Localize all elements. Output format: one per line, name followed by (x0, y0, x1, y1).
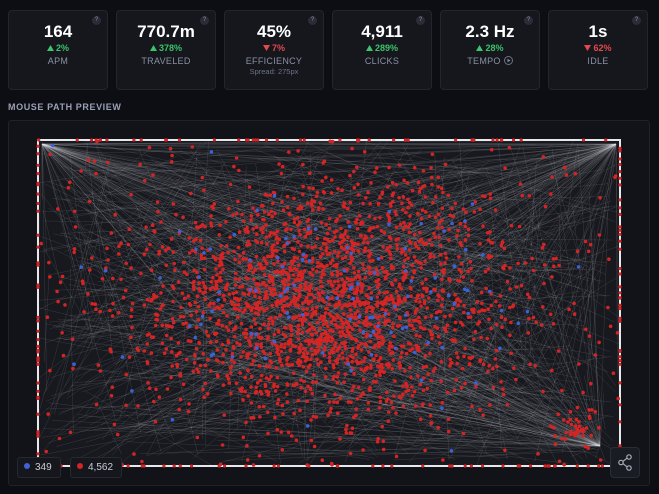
stat-delta: 7% (225, 42, 323, 54)
help-icon[interactable]: ? (632, 16, 641, 25)
stat-delta: 378% (117, 42, 215, 54)
legend-count: 4,562 (88, 462, 114, 473)
stat-sublabel: Spread: 275px (249, 67, 299, 76)
help-icon[interactable]: ? (524, 16, 533, 25)
help-icon[interactable]: ? (416, 16, 425, 25)
section-title: MOUSE PATH PREVIEW (8, 102, 122, 112)
delta-text: 62% (593, 43, 612, 53)
delta-text: 2% (55, 43, 69, 53)
delta-text: 378% (158, 43, 183, 53)
stat-card: ? 164 2% APM (8, 10, 108, 90)
trend-arrow (262, 45, 270, 51)
stat-label: IDLE (549, 55, 647, 67)
stat-value: 770.7m (137, 22, 195, 41)
stat-delta: 62% (549, 42, 647, 54)
stat-value: 2.3 Hz (465, 22, 515, 41)
stat-delta: 28% (441, 42, 539, 54)
play-button[interactable] (503, 56, 513, 65)
legend-chip[interactable]: 349 (17, 457, 61, 478)
stat-card: ? 2.3 Hz 28% TEMPO (440, 10, 540, 90)
label-text: APM (47, 56, 69, 66)
click-cluster-red (549, 408, 601, 450)
share-icon (618, 454, 632, 471)
label-text: CLICKS (364, 56, 400, 66)
trend-arrow (149, 45, 157, 51)
stat-label: CLICKS (333, 55, 431, 67)
legend-dot (24, 463, 30, 469)
stat-delta: 289% (333, 42, 431, 54)
label-text: EFFICIENCY (245, 56, 303, 66)
trend-arrow (584, 45, 592, 51)
legend-chip[interactable]: 4,562 (70, 457, 123, 478)
stat-label: TRAVELED (117, 55, 215, 67)
trend-arrow (365, 45, 373, 51)
stat-card: ? 770.7m 378% TRAVELED (116, 10, 216, 90)
help-icon[interactable]: ? (92, 16, 101, 25)
share-button[interactable] (610, 447, 640, 478)
stat-card: ? 45% 7% EFFICIENCY Spread: 275px (224, 10, 324, 90)
help-icon[interactable]: ? (308, 16, 317, 25)
play-icon (507, 58, 511, 63)
stat-value: 164 (43, 22, 73, 41)
stat-label: APM (9, 55, 107, 67)
legend-dot (77, 463, 83, 469)
help-icon[interactable]: ? (200, 16, 209, 25)
delta-text: 289% (374, 43, 399, 53)
trend-arrow (476, 45, 484, 51)
click-dots-red (36, 138, 622, 468)
trend-arrow (46, 45, 54, 51)
stat-value: 45% (256, 22, 292, 41)
label-text: TRAVELED (141, 56, 191, 66)
stat-card: ? 4,911 289% CLICKS (332, 10, 432, 90)
delta-text: 7% (271, 43, 285, 53)
delta-text: 28% (485, 43, 504, 53)
label-text: TEMPO (467, 56, 501, 66)
legend-count: 349 (35, 462, 52, 473)
stat-value: 1s (588, 22, 608, 41)
stat-card: ? 1s 62% IDLE (548, 10, 648, 90)
stat-delta: 2% (9, 42, 107, 54)
label-text: IDLE (587, 56, 609, 66)
stat-label: TEMPO (441, 55, 539, 67)
stat-label: EFFICIENCY (225, 55, 323, 67)
stat-value: 4,911 (361, 22, 403, 41)
